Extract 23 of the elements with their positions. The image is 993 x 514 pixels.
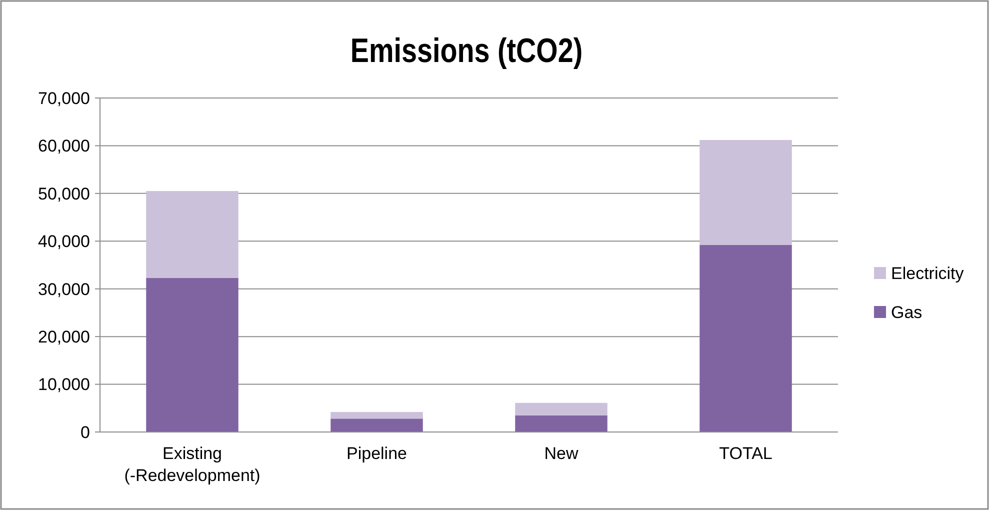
y-tick-label: 60,000 <box>38 136 90 156</box>
y-tick-label: 10,000 <box>38 375 90 394</box>
y-tick-label: 70,000 <box>38 88 90 108</box>
x-tick-label: TOTAL <box>719 444 772 463</box>
legend-label: Electricity <box>891 264 964 283</box>
legend-label: Gas <box>891 302 922 322</box>
y-tick-label: 40,000 <box>38 232 90 252</box>
bar <box>146 191 238 278</box>
bar <box>515 402 608 416</box>
bar <box>146 278 238 432</box>
chart-title: Emissions (tCO2) <box>350 31 583 70</box>
y-tick-label: 0 <box>80 422 90 442</box>
bar <box>700 244 792 432</box>
y-tick-label: 50,000 <box>38 184 90 204</box>
bar <box>330 418 423 432</box>
x-tick-label: Existing (-Redevelopment) <box>124 444 260 485</box>
bar <box>515 415 608 432</box>
x-tick-label: New <box>544 444 579 463</box>
x-tick-label: Pipeline <box>346 444 407 463</box>
y-tick-label: 20,000 <box>38 328 90 347</box>
y-tick-label: 30,000 <box>38 280 90 299</box>
bar <box>700 140 792 245</box>
bar <box>330 412 423 419</box>
